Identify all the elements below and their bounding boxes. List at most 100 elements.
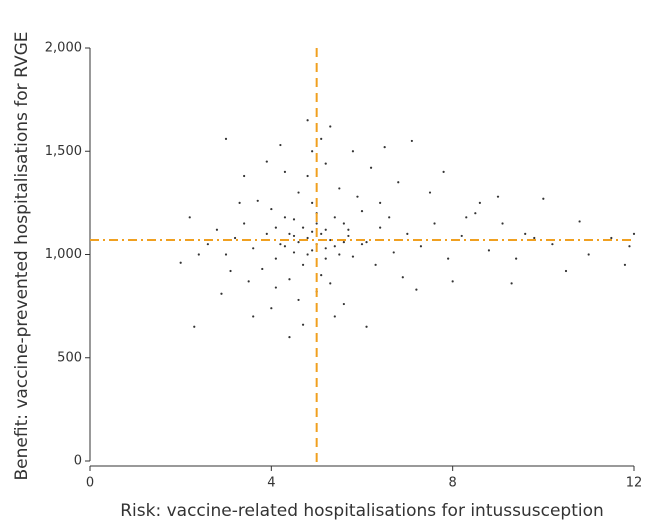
point <box>383 146 386 149</box>
point <box>524 232 527 235</box>
point <box>206 243 209 246</box>
point <box>301 263 305 266</box>
point <box>360 210 364 213</box>
point <box>333 245 336 248</box>
point <box>329 282 332 285</box>
y-tick-label: 0 <box>74 454 82 469</box>
point <box>447 257 450 260</box>
point <box>270 207 273 211</box>
point <box>288 336 291 339</box>
point <box>419 245 423 248</box>
point <box>388 216 391 219</box>
point <box>401 276 404 279</box>
point <box>301 323 305 326</box>
point <box>233 236 237 240</box>
point <box>283 245 287 248</box>
point <box>329 238 332 242</box>
point <box>279 243 282 246</box>
point <box>238 201 241 204</box>
point <box>347 234 350 238</box>
point <box>342 222 345 225</box>
point <box>274 226 277 229</box>
point <box>610 236 613 240</box>
point <box>197 253 200 256</box>
point <box>578 220 581 223</box>
point <box>265 232 268 235</box>
point <box>465 216 468 219</box>
point <box>342 302 345 306</box>
point <box>392 251 395 254</box>
point <box>292 218 296 221</box>
point <box>329 125 332 128</box>
point <box>369 166 373 169</box>
x-axis-title: Risk: vaccine-related hospitalisations f… <box>120 501 604 521</box>
point <box>179 261 182 264</box>
point <box>351 150 355 153</box>
point <box>297 298 300 302</box>
y-tick-label: 500 <box>57 350 82 365</box>
point <box>261 267 264 271</box>
point <box>324 228 327 231</box>
point <box>324 257 327 260</box>
point <box>252 247 255 250</box>
point <box>288 278 291 281</box>
point <box>311 249 314 252</box>
point <box>243 174 246 178</box>
point <box>623 263 627 266</box>
point <box>342 241 345 244</box>
point <box>542 197 545 200</box>
point <box>406 232 409 235</box>
point <box>338 187 341 190</box>
point <box>252 315 255 318</box>
point <box>460 234 463 238</box>
point <box>283 216 287 219</box>
point <box>410 139 413 143</box>
point <box>632 232 636 235</box>
point <box>533 236 536 240</box>
point <box>587 253 590 256</box>
point <box>347 228 350 231</box>
point <box>397 181 400 184</box>
point <box>379 226 382 229</box>
y-axis-title: Benefit: vaccine-prevented hospitalisati… <box>12 32 32 481</box>
point <box>265 160 268 163</box>
point <box>433 222 436 225</box>
point <box>324 162 327 165</box>
point <box>301 226 305 229</box>
point <box>428 191 432 194</box>
point <box>229 269 232 273</box>
point <box>365 241 368 244</box>
point <box>628 245 631 248</box>
point <box>320 137 323 140</box>
point <box>564 269 568 273</box>
point <box>220 292 223 295</box>
point <box>270 307 273 310</box>
point <box>311 230 314 233</box>
point <box>320 274 323 277</box>
point <box>243 222 246 225</box>
point <box>274 257 277 260</box>
point <box>515 257 518 260</box>
point <box>351 255 355 258</box>
y-tick-label: 2,000 <box>45 41 82 56</box>
point <box>279 143 282 147</box>
point <box>247 280 250 283</box>
y-tick-label: 1,000 <box>45 247 82 262</box>
point <box>224 253 228 256</box>
point <box>283 170 287 173</box>
y-tick-label: 1,500 <box>45 144 82 159</box>
point <box>324 247 327 250</box>
point <box>478 201 481 204</box>
point <box>474 212 477 215</box>
point <box>333 216 336 219</box>
point <box>510 282 513 285</box>
point <box>288 232 291 235</box>
point <box>188 216 191 219</box>
point <box>338 253 341 256</box>
point <box>496 195 500 198</box>
point <box>224 137 228 140</box>
point <box>215 228 219 231</box>
point <box>306 119 309 122</box>
point <box>379 201 382 204</box>
x-tick-label: 12 <box>626 476 643 491</box>
